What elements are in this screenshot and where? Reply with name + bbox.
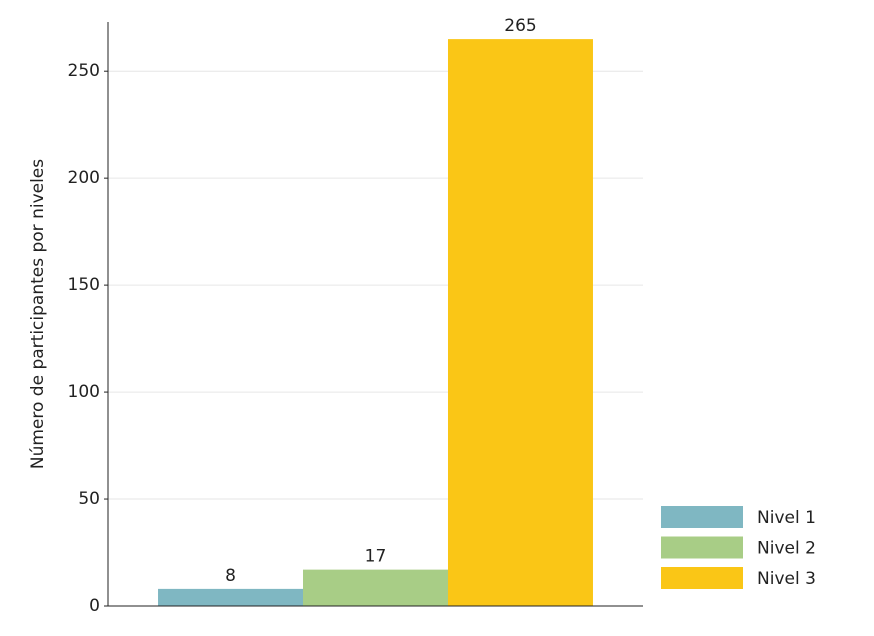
data-label: 265	[504, 16, 536, 36]
data-label: 17	[365, 547, 387, 567]
legend-swatch	[661, 536, 743, 559]
legend-label: Nivel 2	[757, 539, 816, 559]
y-tick-label: 250	[68, 61, 100, 81]
legend-swatch	[661, 506, 743, 528]
y-tick-label: 150	[68, 275, 100, 295]
bar	[158, 588, 304, 606]
y-tick-label: 100	[68, 382, 100, 402]
y-tick-label: 200	[68, 168, 100, 188]
y-axis-label: Número de participantes por niveles	[28, 159, 48, 469]
y-tick-label: 0	[89, 596, 100, 616]
y-tick-label: 50	[78, 489, 100, 509]
bar	[303, 569, 448, 606]
legend-label: Nivel 3	[757, 569, 816, 589]
legend-swatch	[661, 567, 743, 589]
data-label: 8	[225, 566, 236, 586]
legend-label: Nivel 1	[757, 508, 816, 528]
bar	[447, 39, 593, 607]
